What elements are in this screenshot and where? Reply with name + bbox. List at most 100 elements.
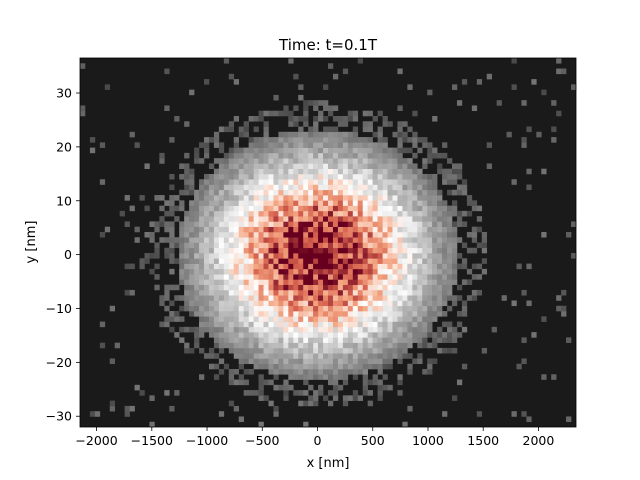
histogram-cell — [218, 147, 225, 154]
histogram-cell — [258, 395, 264, 401]
histogram-cell — [258, 216, 264, 222]
histogram-cell — [233, 321, 240, 328]
histogram-cell — [159, 237, 165, 243]
histogram-cell — [422, 369, 428, 375]
histogram-cell — [243, 200, 249, 206]
histogram-cell — [263, 279, 269, 285]
histogram-cell — [313, 390, 319, 396]
histogram-cell — [323, 337, 329, 343]
histogram-cell — [213, 279, 220, 285]
histogram-cell — [397, 311, 403, 317]
histogram-cell — [382, 279, 388, 285]
histogram-cell — [337, 321, 344, 328]
histogram-cell — [432, 205, 438, 212]
histogram-cell — [273, 226, 279, 233]
histogram-cell — [303, 100, 309, 106]
histogram-cell — [442, 274, 448, 280]
histogram-cell — [417, 358, 423, 365]
histogram-cell — [422, 184, 428, 191]
histogram-cell — [471, 237, 478, 243]
histogram-cell — [164, 295, 170, 301]
histogram-cell — [194, 147, 200, 154]
histogram-cell — [243, 337, 249, 343]
histogram-cell — [332, 73, 339, 80]
histogram-cell — [337, 258, 344, 264]
histogram-cell — [412, 305, 418, 312]
histogram-cell — [447, 263, 453, 270]
histogram-cell — [372, 147, 378, 154]
histogram-cell — [208, 205, 215, 212]
histogram-cell — [243, 205, 249, 212]
histogram-cell — [313, 168, 319, 175]
histogram-cell — [407, 216, 413, 222]
histogram-cell — [303, 179, 309, 185]
histogram-cell — [328, 300, 334, 307]
histogram-cell — [263, 363, 269, 370]
histogram-cell — [437, 200, 443, 206]
histogram-cell — [278, 131, 284, 138]
histogram-cell — [308, 353, 314, 359]
histogram-cell — [387, 321, 393, 328]
histogram-cell — [417, 184, 423, 191]
histogram-cell — [357, 205, 364, 212]
histogram-cell — [293, 216, 299, 222]
histogram-cell — [412, 216, 418, 222]
histogram-cell — [243, 189, 249, 196]
histogram-cell — [337, 242, 344, 249]
histogram-cell — [347, 184, 354, 191]
histogram-cell — [357, 216, 364, 222]
histogram-cell — [268, 231, 274, 238]
histogram-cell — [208, 258, 215, 264]
histogram-cell — [382, 231, 388, 238]
histogram-cell — [313, 337, 319, 343]
histogram-cell — [243, 179, 249, 185]
histogram-cell — [218, 316, 225, 322]
histogram-cell — [432, 300, 438, 307]
histogram-cell — [278, 384, 284, 391]
histogram-cell — [442, 268, 448, 275]
histogram-cell — [313, 158, 319, 164]
histogram-cell — [372, 347, 378, 354]
histogram-cell — [303, 400, 309, 407]
histogram-cell — [357, 326, 364, 333]
histogram-cell — [541, 231, 547, 238]
histogram-cell — [228, 300, 235, 307]
histogram-cell — [303, 226, 309, 233]
histogram-cell — [248, 168, 254, 175]
histogram-cell — [253, 231, 259, 238]
histogram-cell — [342, 295, 349, 301]
histogram-cell — [377, 200, 383, 206]
histogram-cell — [342, 173, 349, 180]
histogram-cell — [432, 195, 438, 201]
histogram-cell — [481, 258, 488, 264]
histogram-cell — [253, 216, 259, 222]
histogram-cell — [293, 200, 299, 206]
histogram-cell — [228, 210, 235, 217]
histogram-cell — [357, 363, 364, 370]
histogram-cell — [263, 226, 269, 233]
histogram-cell — [432, 147, 438, 154]
histogram-cell — [352, 363, 359, 370]
histogram-cell — [278, 316, 284, 322]
histogram-cell — [263, 205, 269, 212]
histogram-cell — [104, 226, 111, 233]
histogram-cell — [248, 268, 254, 275]
histogram-cell — [417, 326, 423, 333]
histogram-cell — [263, 242, 269, 249]
histogram-cell — [323, 284, 329, 291]
histogram-cell — [263, 121, 269, 127]
histogram-cell — [288, 58, 294, 64]
histogram-cell — [278, 326, 284, 333]
histogram-cell — [422, 231, 428, 238]
histogram-cell — [298, 168, 304, 175]
histogram-cell — [253, 179, 259, 185]
histogram-cell — [253, 142, 259, 148]
histogram-cell — [169, 405, 175, 412]
histogram-cell — [303, 147, 309, 154]
histogram-cell — [119, 210, 125, 217]
histogram-cell — [417, 258, 423, 264]
histogram-cell — [238, 184, 244, 191]
histogram-cell — [268, 300, 274, 307]
histogram-cell — [323, 179, 329, 185]
histogram-cell — [248, 316, 254, 322]
